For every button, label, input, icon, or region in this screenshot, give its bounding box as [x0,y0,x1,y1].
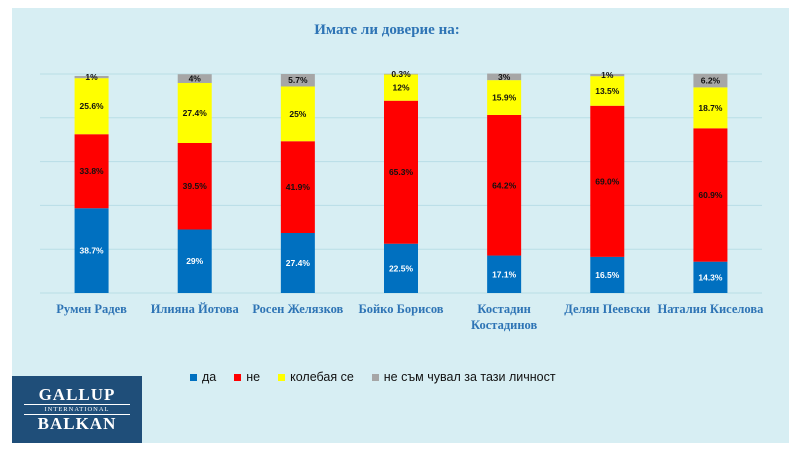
data-label: 39.5% [183,181,208,191]
bar-segment [280,86,315,142]
category-label: Наталия Киселова [657,302,764,316]
bar-segment [177,74,212,83]
data-label: 38.7% [80,246,105,256]
logo-text-gallup: GALLUP [38,385,116,404]
legend-label: да [202,370,217,384]
bar-segment [280,74,315,87]
bar-segment [590,105,625,257]
chart-legend: да не колебая се не съм чувал за тази лично… [190,370,574,384]
legend-item: не [234,370,260,384]
category-label: Росен Желязков [252,302,344,316]
category-label: Костадин Костадинов [471,302,538,332]
data-label: 3% [498,72,511,82]
data-label: 1% [601,70,614,80]
bar-segment [177,229,212,293]
logo-text-balkan: BALKAN [37,414,117,433]
legend-swatch [190,373,197,381]
data-label: 17.1% [492,269,517,279]
legend-swatch [371,373,379,381]
data-label: 64.2% [492,180,517,190]
legend-item: не съм чувал за тази личност [371,370,556,384]
bar-segment [177,142,212,230]
data-label: 14.3% [698,272,723,282]
data-label: 27.4% [286,258,311,268]
data-label: 60.9% [698,190,723,200]
data-label: 25% [289,109,306,119]
category-label: Бойко Борисов [358,302,444,316]
legend-item: да [190,370,216,384]
data-label: 12% [392,83,409,93]
bar-segment [487,114,522,256]
bar-segment [74,78,109,135]
chart-plot: 38.7% 33.8% 25.6% 1% 29% 39.5% 27.4% 4% 27.4% 41.… [40,69,762,294]
data-label: 1% [85,72,98,82]
bar-segment [590,256,625,293]
data-label: 18.7% [698,103,723,113]
bar-segment [74,134,109,209]
bar-segment [384,243,418,293]
data-label: 33.8% [80,166,105,176]
bar-segment [487,73,522,81]
bar-segment [177,82,212,143]
legend-swatch [278,373,286,381]
legend-item: колебая се [278,370,354,384]
bar-segment [487,255,522,293]
data-label: 41.9% [286,182,311,192]
category-label: Румен Радев [56,302,127,316]
legend-label: не [246,370,261,384]
bar-segment [74,75,109,79]
gallup-logo: GALLUP INTERNATIONAL BALKAN [12,376,142,443]
bar-segment [590,74,625,77]
data-label: 69.0% [595,176,620,186]
bar-segment [74,208,109,293]
data-label: 16.5% [595,270,620,280]
chart-slide: 38.7% 33.8% 25.6% 1% 29% 39.5% 27.4% 4% 27.4% 41.… [12,8,789,443]
data-label: 4% [189,74,202,84]
category-label: Делян Пеевски [564,302,651,316]
chart-title: Имате ли доверие на: [314,22,460,38]
data-label: 13.5% [595,86,620,96]
bar-segment [384,74,418,101]
logo-text-international: INTERNATIONAL [24,404,130,415]
bar-segment [693,128,728,262]
bar-segment [384,100,418,244]
legend-label: колебая се [290,370,354,384]
category-label: Илияна Йотова [150,302,239,316]
data-label: 6.2% [701,76,721,86]
data-label: 15.9% [492,93,517,103]
bar-segment [590,76,625,106]
bar-segment [280,141,315,233]
data-label: 25.6% [80,101,105,111]
data-label: 29% [186,256,203,266]
data-label: 0.3% [391,69,411,79]
legend-swatch [234,373,242,381]
data-label: 22.5% [389,263,414,273]
data-label: 5.7% [288,75,308,85]
bar-segment [693,73,728,88]
bar-segment [693,87,728,129]
bar-segment [280,232,315,293]
data-label: 27.4% [183,108,208,118]
bar-segment [384,73,418,75]
data-label: 65.3% [389,167,414,177]
legend-label: не съм чувал за тази личност [383,370,556,384]
bar-segment [693,261,728,293]
bar-segment [487,80,522,115]
